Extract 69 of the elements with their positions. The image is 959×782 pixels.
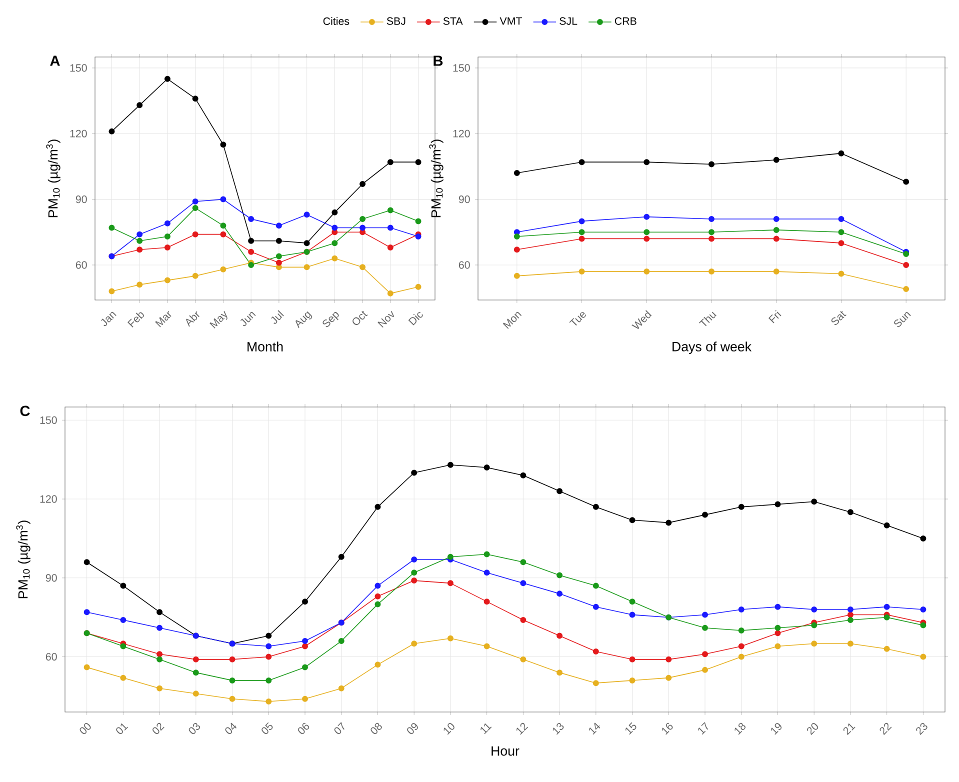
y-tick-label: 90 bbox=[76, 196, 87, 204]
x-tick-label: Mar bbox=[155, 310, 172, 328]
y-tick-label: 120 bbox=[453, 130, 470, 138]
x-tick-label: Fri bbox=[768, 310, 782, 324]
x-tick-label: Oct bbox=[352, 310, 368, 325]
x-tick-label: 00 bbox=[80, 723, 91, 734]
legend-label: VMT bbox=[500, 17, 522, 25]
y-tick-label: 90 bbox=[458, 196, 470, 204]
x-tick-label: Jun bbox=[240, 312, 256, 326]
x-tick-label: 08 bbox=[370, 722, 382, 734]
chart-title: A bbox=[50, 56, 60, 66]
x-tick-label: Mon bbox=[502, 312, 522, 329]
x-tick-label: 05 bbox=[262, 722, 273, 734]
x-tick-label: Tue bbox=[569, 312, 586, 326]
x-tick-label: 11 bbox=[480, 723, 492, 734]
legend-label: CRB bbox=[614, 17, 636, 25]
y-tick-label: 60 bbox=[46, 653, 57, 661]
x-tick-label: 06 bbox=[298, 722, 310, 734]
x-tick-label: 07 bbox=[334, 722, 344, 734]
legend-title: Cities bbox=[323, 17, 350, 25]
x-tick-label: Nov bbox=[378, 310, 394, 328]
x-tick-label: 19 bbox=[770, 723, 782, 735]
x-axis-title: Hour bbox=[492, 746, 520, 756]
x-tick-label: 21 bbox=[843, 723, 856, 735]
y-tick-label: 150 bbox=[70, 64, 87, 72]
legend-label: SBJ bbox=[386, 17, 406, 25]
x-tick-label: 14 bbox=[589, 722, 600, 735]
y-tick-label: 120 bbox=[70, 130, 87, 138]
x-tick-label: Feb bbox=[128, 312, 144, 328]
x-tick-label: 04 bbox=[225, 722, 237, 734]
chart-title: B bbox=[434, 56, 443, 66]
x-tick-label: 03 bbox=[188, 722, 200, 734]
x-tick-label: May bbox=[210, 310, 228, 328]
y-axis-title: PM$_{10}$ (µg/m$^{3}$) bbox=[16, 520, 30, 598]
x-tick-label: Abr bbox=[186, 311, 200, 327]
x-axis-title: Month bbox=[248, 342, 283, 352]
x-tick-label: 17 bbox=[698, 722, 708, 735]
x-tick-label: 16 bbox=[662, 722, 673, 735]
x-tick-label: 22 bbox=[880, 722, 892, 735]
x-tick-label: 09 bbox=[407, 723, 418, 734]
y-tick-label: 60 bbox=[76, 261, 87, 269]
x-tick-label: 20 bbox=[807, 723, 818, 735]
x-tick-label: 15 bbox=[625, 722, 636, 735]
chart-title: C bbox=[20, 406, 30, 416]
y-tick-label: 60 bbox=[458, 261, 470, 269]
legend-label: STA bbox=[443, 17, 463, 25]
legend-label: SJL bbox=[560, 17, 578, 25]
x-tick-label: Jan bbox=[101, 312, 116, 326]
y-tick-label: 90 bbox=[46, 574, 57, 582]
x-tick-label: Sep bbox=[322, 312, 339, 328]
x-tick-label: 23 bbox=[916, 722, 928, 735]
y-axis-title: PM$_{10}$ (µg/m$^{3}$) bbox=[429, 140, 444, 218]
y-tick-label: 150 bbox=[453, 64, 470, 72]
x-tick-label: 02 bbox=[152, 722, 164, 734]
x-tick-label: Sat bbox=[831, 310, 846, 326]
x-tick-label: Dic bbox=[408, 312, 423, 326]
y-axis-title: PM$_{10}$ (µg/m$^{3}$) bbox=[46, 140, 60, 218]
x-tick-label: 10 bbox=[444, 723, 454, 735]
x-tick-label: Thu bbox=[698, 312, 716, 326]
x-tick-label: 12 bbox=[516, 722, 528, 735]
x-tick-label: Jul bbox=[271, 310, 284, 324]
x-tick-label: 13 bbox=[552, 722, 564, 735]
x-tick-label: Aug bbox=[296, 311, 312, 328]
x-tick-label: 01 bbox=[116, 723, 128, 734]
x-tick-label: 18 bbox=[734, 722, 746, 735]
y-tick-label: 150 bbox=[40, 416, 57, 424]
x-tick-label: Sun bbox=[894, 312, 911, 328]
x-axis-title: Days of week bbox=[672, 342, 752, 354]
y-tick-label: 120 bbox=[40, 495, 57, 503]
